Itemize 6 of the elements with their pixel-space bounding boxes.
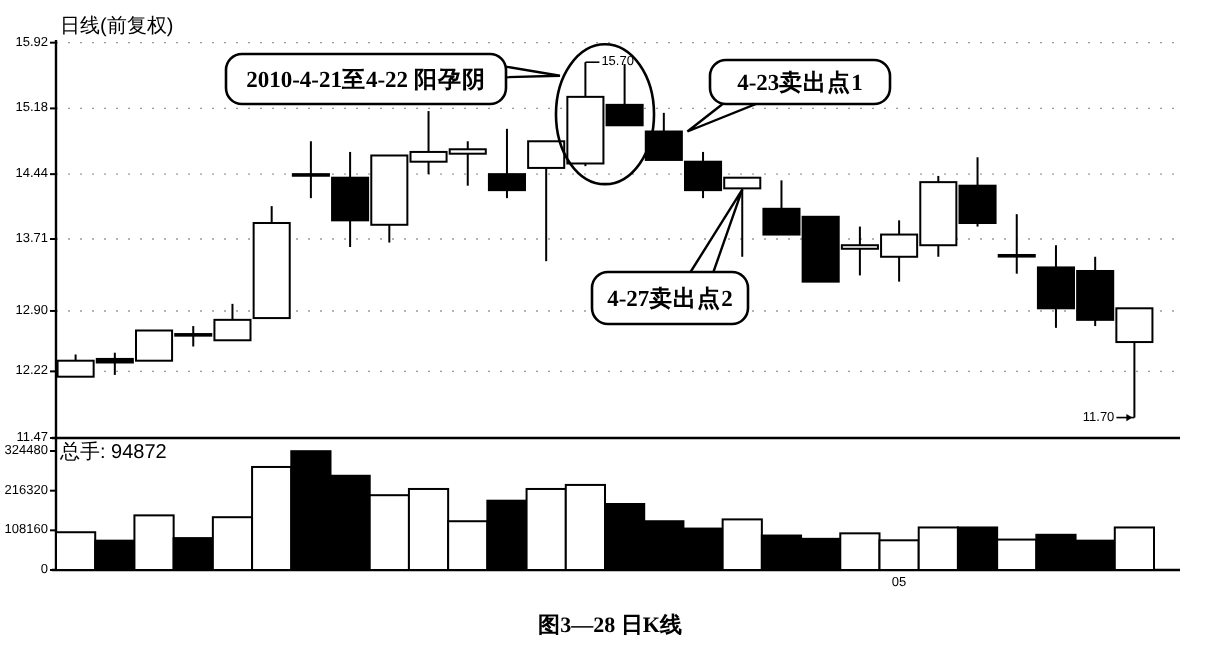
chart-subtitle: 总手: 94872 (58, 440, 168, 464)
chart-subtitle: 日线(前复权) (60, 14, 174, 38)
annotation: 4-23卖出点1 (737, 68, 864, 96)
caption: 图3—28 日K线 (538, 612, 682, 638)
annotation: 4-27卖出点2 (607, 284, 734, 312)
annotation: 2010-4-21至4-22 阳孕阴 (246, 67, 486, 93)
